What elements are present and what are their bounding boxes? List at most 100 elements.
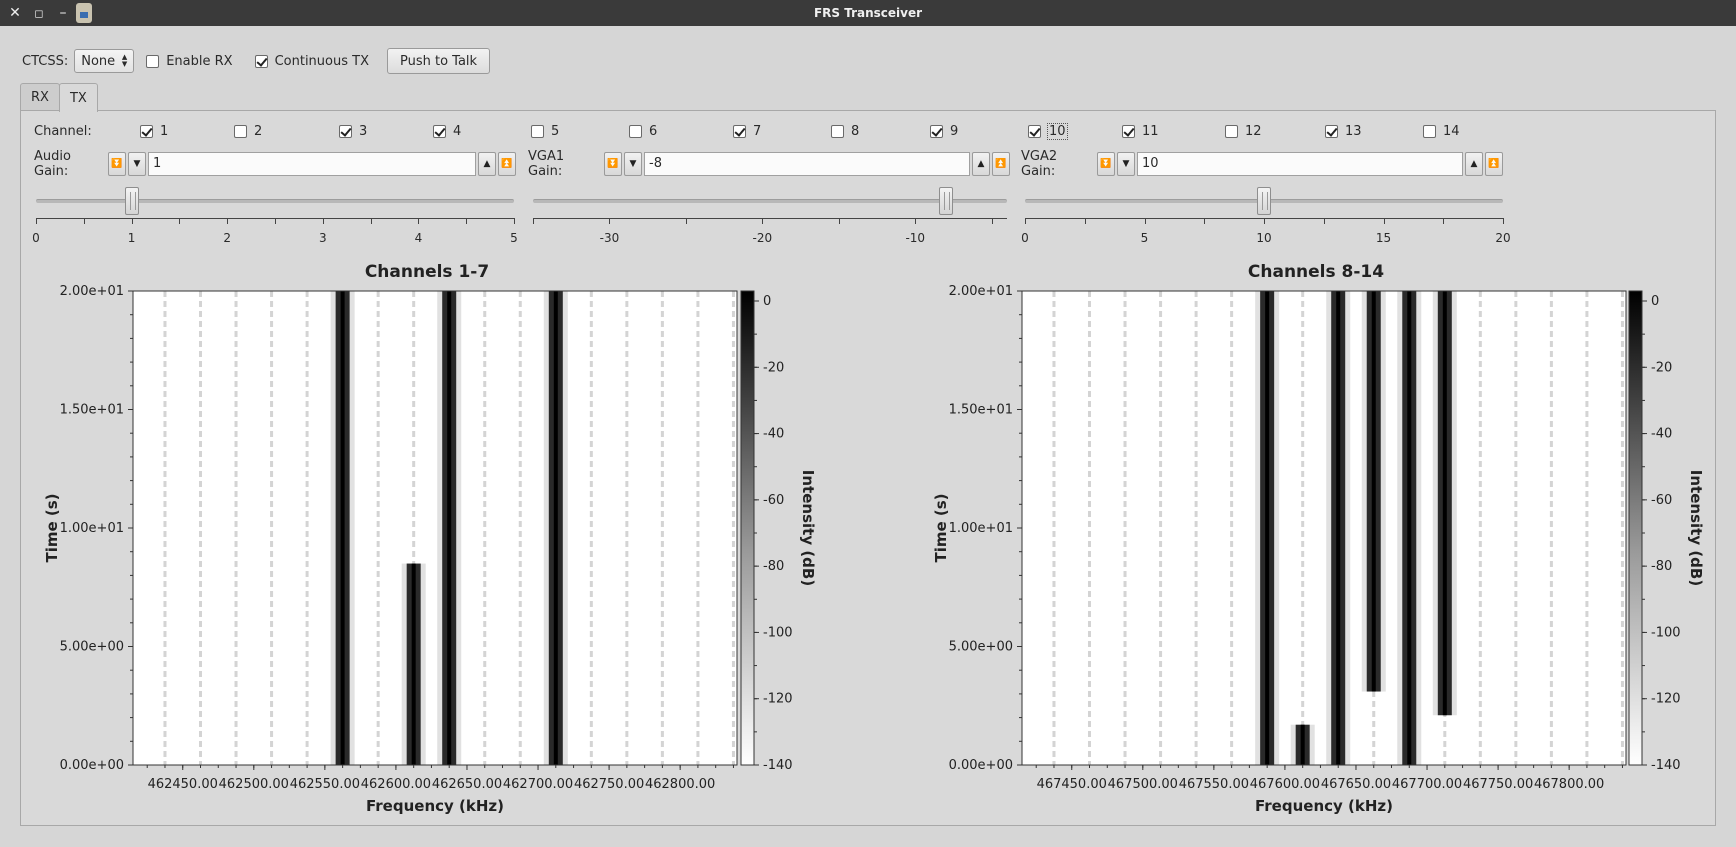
- channel-2-option[interactable]: 2: [234, 124, 262, 139]
- page-down-icon[interactable]: ⏬: [604, 152, 622, 176]
- channel-number: 7: [753, 124, 762, 139]
- tab-rx[interactable]: RX: [20, 83, 60, 111]
- gain-input[interactable]: 10: [1137, 152, 1463, 176]
- channel-checkbox[interactable]: [733, 125, 746, 138]
- scale-tick: [370, 218, 372, 224]
- gain-spinbox-2: VGA2 Gain: ⏬ ▼ 10 ▲ ⏫: [1021, 149, 1503, 179]
- channel-10-option[interactable]: 10: [1028, 123, 1068, 140]
- channel-number: 14: [1443, 124, 1460, 139]
- page-up-icon[interactable]: ⏫: [1485, 152, 1503, 176]
- step-up-icon[interactable]: ▲: [1465, 152, 1483, 176]
- channel-checkbox[interactable]: [339, 125, 352, 138]
- channel-8-option[interactable]: 8: [831, 124, 859, 139]
- step-down-icon[interactable]: ▼: [624, 152, 642, 176]
- channel-number: 1: [160, 124, 169, 139]
- maximize-icon[interactable]: ◻: [34, 6, 44, 20]
- page-up-icon[interactable]: ⏫: [498, 152, 516, 176]
- gain-label: Audio Gain:: [34, 149, 71, 179]
- scale-tick: [1323, 218, 1325, 224]
- channel-number: 8: [851, 124, 860, 139]
- channel-7-option[interactable]: 7: [733, 124, 761, 139]
- gain-scale: -30 -20 -10: [533, 218, 1007, 248]
- push-to-talk-button[interactable]: Push to Talk: [386, 48, 491, 74]
- channel-checkbox[interactable]: [234, 125, 247, 138]
- scale-tick-label: 3: [318, 231, 327, 245]
- scale-tick: [131, 218, 133, 224]
- scale-tick-label: 15: [1375, 231, 1392, 245]
- channel-checkbox[interactable]: [531, 125, 544, 138]
- toolbar: CTCSS: None ▲ ▼ Enable RX Continuous TX Pu…: [22, 48, 491, 74]
- channel-number: 11: [1142, 124, 1159, 139]
- page-down-icon[interactable]: ⏬: [108, 152, 126, 176]
- step-down-icon[interactable]: ▼: [128, 152, 146, 176]
- channel-14-option[interactable]: 14: [1423, 124, 1460, 139]
- channel-number: 2: [254, 124, 263, 139]
- scale-tick: [275, 218, 276, 224]
- step-down-icon[interactable]: ▼: [1117, 152, 1135, 176]
- scale-tick: [609, 218, 611, 224]
- close-icon[interactable]: ✕: [9, 5, 21, 21]
- tab-tx[interactable]: TX: [58, 83, 98, 112]
- channel-12-option[interactable]: 12: [1225, 124, 1262, 139]
- scale-tick: [1144, 218, 1146, 224]
- channel-checkbox[interactable]: [831, 125, 844, 138]
- channel-number: 5: [551, 124, 560, 139]
- channel-11-option[interactable]: 11: [1122, 124, 1159, 139]
- scale-tick: [418, 218, 420, 224]
- gain-slider-track[interactable]: [36, 199, 514, 203]
- channel-9-option[interactable]: 9: [930, 124, 958, 139]
- scale-tick-label: 1: [127, 231, 136, 245]
- app-icon: [76, 3, 92, 23]
- scale-tick: [685, 218, 687, 224]
- scale-tick-label: 0: [1021, 231, 1029, 245]
- gain-spinbox-0: Audio Gain: ⏬ ▼ 1 ▲ ⏫: [34, 149, 516, 179]
- scale-tick: [466, 218, 468, 224]
- scale-tick-label: 5: [1140, 231, 1149, 245]
- spin-arrows-icon: ▲ ▼: [121, 53, 128, 68]
- channel-checkbox[interactable]: [140, 125, 153, 138]
- channel-number: 3: [359, 124, 368, 139]
- channel-6-option[interactable]: 6: [629, 124, 657, 139]
- step-up-icon[interactable]: ▲: [478, 152, 496, 176]
- channel-checkbox[interactable]: [629, 125, 642, 138]
- scale-tick: [1264, 218, 1265, 224]
- channel-number: 10: [1047, 123, 1068, 140]
- channel-5-option[interactable]: 5: [531, 124, 559, 139]
- channel-checkbox[interactable]: [1423, 125, 1436, 138]
- channel-checkbox[interactable]: [1325, 125, 1338, 138]
- channel-13-option[interactable]: 13: [1325, 124, 1362, 139]
- gain-input[interactable]: 1: [148, 152, 476, 176]
- gain-input[interactable]: -8: [644, 152, 970, 176]
- channel-checkbox[interactable]: [1122, 125, 1135, 138]
- enable-rx-checkbox[interactable]: [146, 54, 160, 68]
- gain-scale: 0 1 2 3 4 5: [32, 218, 518, 248]
- channel-1-option[interactable]: 1: [140, 124, 168, 139]
- enable-rx-label: Enable RX: [166, 53, 233, 69]
- channel-3-option[interactable]: 3: [339, 124, 367, 139]
- continuous-tx-checkbox[interactable]: [254, 54, 268, 68]
- gain-slider-handle[interactable]: [124, 187, 139, 215]
- scale-tick: [915, 218, 917, 224]
- gain-slider-track[interactable]: [533, 199, 1007, 203]
- channel-checkbox[interactable]: [1225, 125, 1238, 138]
- gain-slider-handle[interactable]: [938, 187, 953, 215]
- step-up-icon[interactable]: ▲: [972, 152, 990, 176]
- gain-label: VGA2 Gain:: [1021, 149, 1058, 179]
- gain-slider-handle[interactable]: [1257, 187, 1271, 215]
- scale-tick-label: 0: [32, 231, 40, 245]
- ctcss-select[interactable]: None ▲ ▼: [74, 49, 135, 73]
- channel-number: 12: [1245, 124, 1262, 139]
- channel-number: 9: [950, 124, 959, 139]
- page-down-icon[interactable]: ⏬: [1097, 152, 1115, 176]
- channel-checkbox[interactable]: [1028, 125, 1041, 138]
- minimize-icon[interactable]: –: [59, 5, 67, 21]
- scale-tick: [179, 218, 181, 224]
- tab-bar: RX TX: [20, 83, 98, 112]
- gain-scale: 0 5 10 15 20: [1021, 218, 1511, 248]
- channel-checkbox[interactable]: [433, 125, 446, 138]
- page-up-icon[interactable]: ⏫: [992, 152, 1010, 176]
- scale-tick-label: 10: [1256, 231, 1272, 245]
- channel-checkbox[interactable]: [930, 125, 943, 138]
- channel-4-option[interactable]: 4: [433, 124, 461, 139]
- scale-tick-label: -10: [905, 231, 926, 245]
